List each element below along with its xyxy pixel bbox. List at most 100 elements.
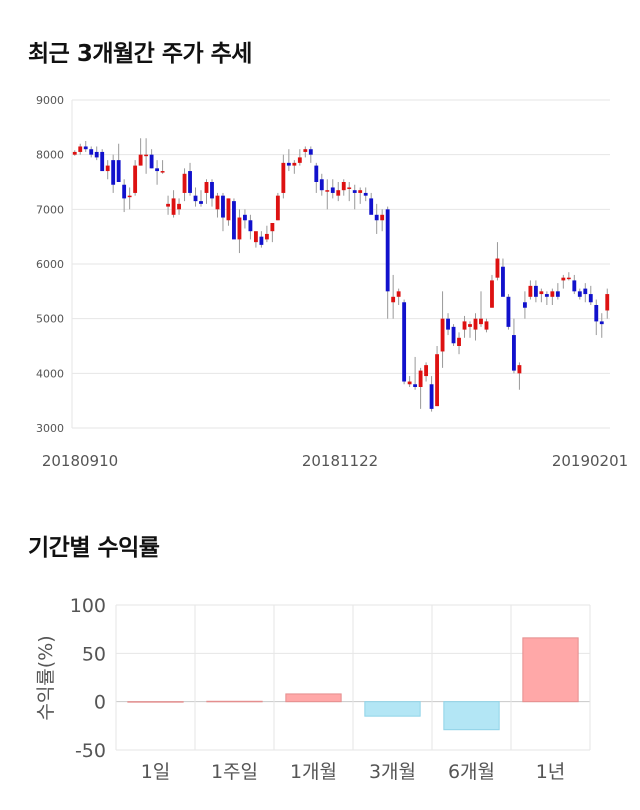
candle bbox=[155, 160, 160, 185]
candle bbox=[292, 160, 297, 174]
candle-body bbox=[286, 162, 291, 166]
candle-body bbox=[517, 365, 522, 374]
price-candlestick-chart: 9000 8000 7000 6000 5000 4000 3000 20180910 201… bbox=[36, 94, 628, 470]
return-x-tick: 1일 bbox=[141, 761, 171, 783]
candle bbox=[199, 190, 203, 207]
candle bbox=[424, 362, 429, 382]
candle-body bbox=[264, 233, 269, 240]
candle bbox=[100, 149, 105, 172]
candle bbox=[385, 206, 390, 319]
candle bbox=[243, 209, 247, 229]
candle bbox=[133, 160, 138, 196]
candle bbox=[407, 376, 412, 387]
price-chart-title: 최근 3개월간 주가 추세 bbox=[28, 41, 252, 67]
candle bbox=[204, 179, 209, 204]
candle-body bbox=[495, 258, 500, 278]
candle-body bbox=[533, 285, 538, 297]
candle-body bbox=[594, 305, 599, 322]
candle bbox=[572, 274, 577, 295]
candle bbox=[193, 187, 198, 207]
candle bbox=[522, 291, 527, 319]
return-y-tick: -50 bbox=[75, 740, 106, 762]
candle-body bbox=[248, 220, 253, 232]
candle-body bbox=[221, 195, 225, 218]
candle-body bbox=[319, 179, 324, 191]
return-x-tick: 1년 bbox=[536, 761, 566, 783]
candle-body bbox=[435, 354, 439, 407]
candle-body bbox=[160, 171, 165, 173]
price-y-tick: 3000 bbox=[36, 422, 64, 435]
candle bbox=[83, 141, 88, 152]
price-y-tick: 7000 bbox=[36, 203, 64, 216]
candle bbox=[94, 146, 99, 161]
candle-body bbox=[292, 162, 297, 166]
candle bbox=[533, 280, 538, 303]
candle bbox=[270, 223, 275, 243]
candle-body bbox=[605, 294, 610, 311]
candle bbox=[253, 231, 258, 248]
candle bbox=[544, 291, 549, 305]
candle-body bbox=[297, 157, 302, 163]
candle-body bbox=[385, 209, 390, 292]
candle-body bbox=[275, 195, 280, 221]
candle bbox=[446, 313, 450, 336]
candle bbox=[297, 149, 302, 166]
candle bbox=[479, 291, 483, 327]
candle bbox=[413, 356, 418, 390]
candle-body bbox=[308, 149, 313, 155]
candle bbox=[215, 192, 220, 218]
candle-body bbox=[149, 154, 154, 169]
candle bbox=[396, 288, 401, 305]
candle bbox=[468, 321, 472, 338]
candle bbox=[308, 146, 313, 163]
candle-body bbox=[572, 280, 577, 292]
candle-body bbox=[577, 291, 582, 297]
candle-body bbox=[358, 190, 363, 193]
candle bbox=[588, 285, 593, 305]
candle-body bbox=[407, 381, 412, 385]
candle-body bbox=[341, 182, 346, 191]
candle-body bbox=[243, 214, 247, 221]
candle-body bbox=[155, 168, 160, 172]
candle-body bbox=[188, 171, 192, 193]
candle-body bbox=[281, 162, 286, 193]
candle bbox=[111, 154, 116, 193]
candle bbox=[528, 280, 533, 300]
candle-body bbox=[83, 146, 88, 150]
candle bbox=[380, 209, 385, 232]
candle bbox=[402, 299, 407, 385]
candle-body bbox=[111, 160, 116, 185]
candle-body bbox=[105, 165, 110, 172]
return-x-tick: 1주일 bbox=[211, 761, 258, 783]
candle bbox=[561, 274, 566, 289]
candle bbox=[599, 313, 604, 338]
candle-body bbox=[522, 302, 527, 308]
return-bar bbox=[206, 700, 263, 703]
candle-body bbox=[418, 370, 423, 387]
candle bbox=[451, 324, 456, 346]
price-y-tick: 9000 bbox=[36, 94, 64, 107]
candle bbox=[149, 149, 154, 169]
candle bbox=[495, 242, 500, 281]
candle bbox=[457, 332, 461, 355]
candle bbox=[127, 187, 132, 210]
candle bbox=[122, 179, 127, 213]
candle-body bbox=[314, 165, 319, 182]
candle-body bbox=[144, 154, 149, 157]
candle bbox=[347, 182, 352, 202]
candle-body bbox=[512, 335, 516, 371]
candle-body bbox=[484, 321, 489, 330]
candle-body bbox=[380, 214, 385, 221]
candle bbox=[259, 231, 264, 248]
return-bar bbox=[127, 701, 184, 703]
candle-body bbox=[363, 192, 368, 196]
return-bar bbox=[364, 701, 421, 717]
candle-body bbox=[171, 198, 176, 215]
candle-body bbox=[270, 223, 275, 232]
return-chart-title: 기간별 수익률 bbox=[28, 535, 160, 561]
candle bbox=[144, 138, 149, 174]
candle-body bbox=[424, 365, 429, 377]
candle-body bbox=[490, 280, 494, 308]
candle bbox=[539, 288, 544, 303]
candle-body bbox=[210, 182, 214, 199]
